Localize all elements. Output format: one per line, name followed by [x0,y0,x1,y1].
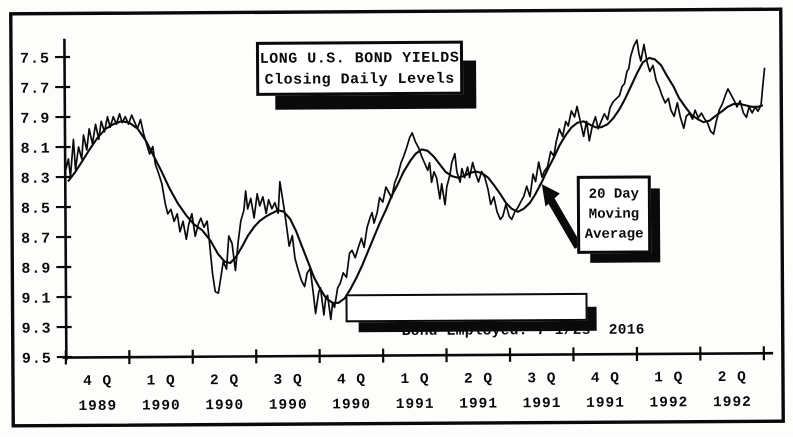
chart-title: LONG U.S. BOND YIELDS [259,48,460,70]
y-axis-label: 9.3 [22,321,52,338]
y-axis-label: 7.9 [20,111,50,128]
x-axis-label-quarter: 4 Q [83,374,112,390]
y-axis-label: 7.5 [20,51,50,68]
x-axis-label-quarter: 2 Q [210,373,239,389]
chart-subtitle: Closing Daily Levels [259,69,460,91]
y-axis-label: 8.7 [21,231,51,248]
chart-title-box: LONG U.S. BOND YIELDS Closing Daily Leve… [256,41,463,96]
x-axis-label-quarter: 2 Q [718,370,747,386]
x-axis-label-quarter: 4 Q [591,371,620,387]
moving-average-label-line1: 20 Day [580,184,648,204]
bond-employed-text: Bond Employed: 7 1/2s 2016 [402,322,645,339]
y-axis-label: 8.5 [21,201,51,218]
x-axis-line [64,353,772,357]
moving-average-label-line3: Average [580,224,648,244]
y-axis-label: 7.7 [20,81,50,98]
moving-average-label-line2: Moving [580,204,648,224]
x-axis-label-quarter: 1 Q [654,370,683,386]
x-axis-label-quarter: 3 Q [273,373,302,389]
x-axis-label-year: 1991 [523,396,562,412]
x-axis-label-year: 1990 [269,398,308,414]
x-axis-label-quarter: 3 Q [527,371,556,387]
y-axis-label: 8.9 [21,261,51,278]
x-axis-label-quarter: 2 Q [464,371,493,387]
x-axis-label-quarter: 1 Q [147,373,176,389]
x-axis-label-year: 1991 [459,396,498,412]
x-axis-label-quarter: 1 Q [400,372,429,388]
x-axis-label-year: 1990 [142,398,181,414]
bond-employed-box: Bond Employed: 7 1/2s 2016 [345,293,587,322]
x-axis-label-year: 1990 [205,398,244,414]
y-axis-label: 9.1 [21,291,51,308]
x-axis-label-year: 1990 [332,397,371,413]
moving-average-label-box: 20 Day Moving Average [577,175,651,253]
x-axis-label-year: 1991 [586,396,625,412]
x-axis-label-year: 1989 [78,399,117,415]
x-axis-label-year: 1992 [713,395,752,411]
y-axis-label: 8.3 [21,171,51,188]
x-axis-label-year: 1992 [649,395,688,411]
x-axis-label-year: 1991 [396,397,435,413]
y-axis-label: 8.1 [21,141,51,158]
y-axis-label: 9.5 [22,351,52,368]
x-axis-label-quarter: 4 Q [337,372,366,388]
